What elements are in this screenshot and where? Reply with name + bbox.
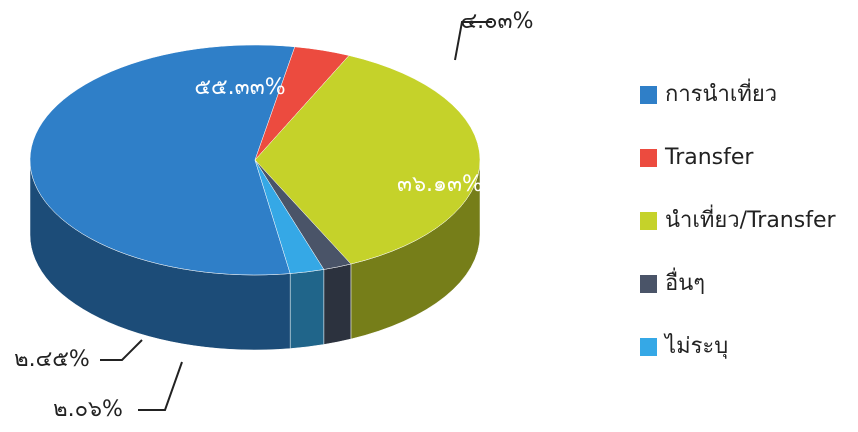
data-label: ๕๕.๓๓% (194, 75, 285, 100)
legend-label: การนำเที่ยว (665, 78, 777, 107)
slice-side (289, 269, 325, 349)
legend-label: ไม่ระบุ (663, 333, 728, 359)
slice (29, 44, 296, 276)
data-label: ๒.๔๕% (14, 347, 90, 372)
slice-side (323, 263, 352, 345)
legend-swatch (640, 149, 657, 167)
data-label: ๔.๐๓% (460, 9, 533, 34)
legend-label: นำเที่ยว/Transfer (665, 204, 836, 233)
leader-line (100, 339, 143, 361)
legend-label: อื่นๆ (665, 267, 705, 296)
legend-swatch (640, 275, 657, 293)
legend-label: Transfer (664, 145, 754, 170)
slice (254, 159, 325, 274)
legend-swatch (640, 86, 657, 104)
leader-line (454, 21, 492, 61)
legend-swatch (640, 212, 657, 230)
data-label: ๒.๐๖% (53, 397, 123, 422)
data-label: ๓๖.๑๓% (397, 172, 483, 197)
slice (254, 55, 481, 265)
legend-swatch (640, 338, 657, 356)
leader-line (138, 361, 183, 411)
